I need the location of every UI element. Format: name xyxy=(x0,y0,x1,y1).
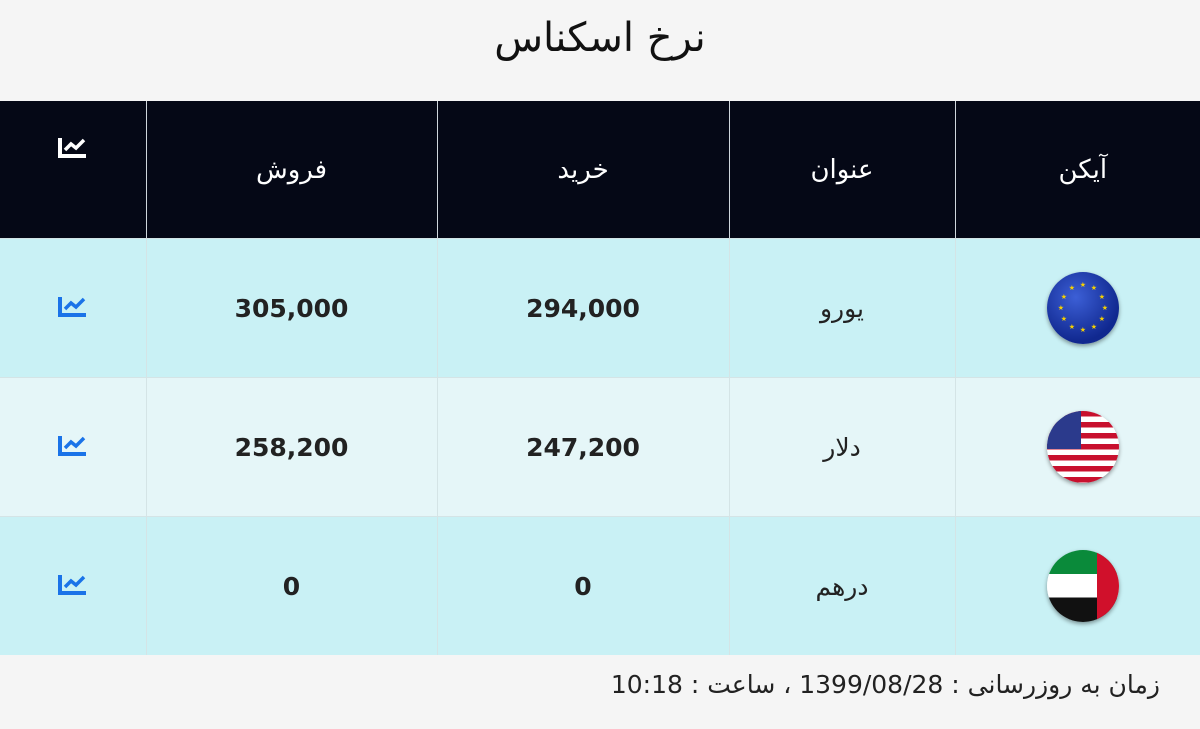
header-chart xyxy=(0,101,146,239)
rates-table: آیکن عنوان خرید فروش ★ ★ ★ ★ ★ ★ ★ ★ ★ ★ ★ ★ یورو 2… xyxy=(0,101,1200,655)
table-row: دلار 247,200 258,200 xyxy=(0,377,1200,517)
chart-link[interactable] xyxy=(0,516,146,655)
sell-price: 305,000 xyxy=(145,238,437,378)
update-time: زمان به روزرسانی : 1399/08/28 ، ساعت : 1… xyxy=(610,670,1160,699)
table-row: ★ ★ ★ ★ ★ ★ ★ ★ ★ ★ ★ ★ یورو 294,000 305,000 xyxy=(0,238,1200,378)
chart-icon[interactable] xyxy=(57,573,88,595)
sell-price: 0 xyxy=(145,516,437,655)
table-header: آیکن عنوان خرید فروش xyxy=(0,101,1200,239)
chart-icon[interactable] xyxy=(57,295,88,317)
chart-icon[interactable] xyxy=(57,434,88,456)
table-row: درهم 0 0 xyxy=(0,516,1200,655)
buy-price: 247,200 xyxy=(436,377,729,517)
currency-name: دلار xyxy=(728,377,955,517)
header-buy: خرید xyxy=(436,101,729,239)
header-icon: آیکن xyxy=(954,101,1200,239)
chart-link[interactable] xyxy=(0,377,146,517)
eu-flag-icon: ★ ★ ★ ★ ★ ★ ★ ★ ★ ★ ★ ★ xyxy=(1046,272,1119,344)
buy-price: 0 xyxy=(436,516,729,655)
currency-name: یورو xyxy=(728,238,955,378)
page-title: نرخ اسکناس xyxy=(494,15,706,61)
header-sell: فروش xyxy=(145,101,437,239)
chart-link[interactable] xyxy=(0,238,146,378)
sell-price: 258,200 xyxy=(145,377,437,517)
buy-price: 294,000 xyxy=(436,238,729,378)
chart-icon xyxy=(57,138,86,158)
us-flag-icon xyxy=(1046,411,1119,483)
header-name: عنوان xyxy=(728,101,955,239)
uae-flag-icon xyxy=(1046,550,1119,622)
currency-name: درهم xyxy=(728,516,955,655)
